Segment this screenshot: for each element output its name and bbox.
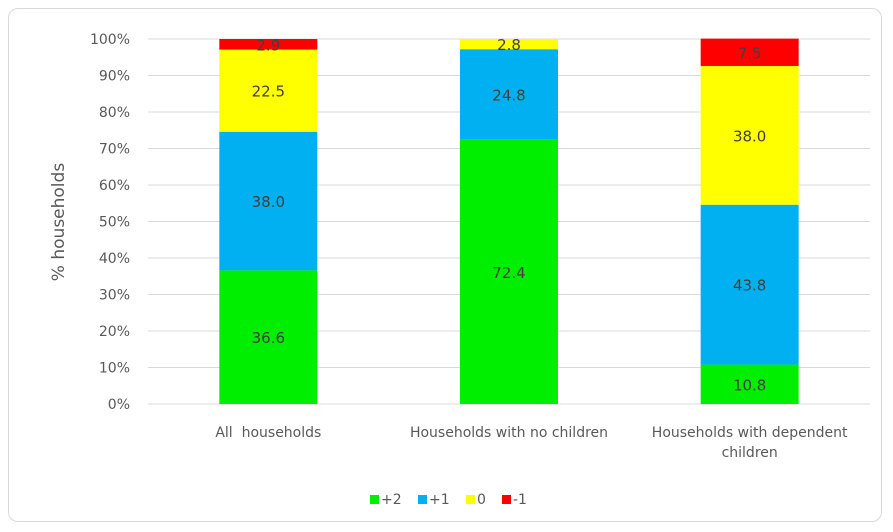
- x-axis-categories: All households Households with no childre…: [215, 425, 848, 461]
- bar-segment: [700, 204, 799, 365]
- data-label: 72.4: [492, 264, 525, 282]
- data-label: 10.8: [733, 376, 766, 394]
- data-label: 43.8: [733, 277, 766, 295]
- y-tick-label: 0%: [108, 397, 130, 413]
- bar-segment: [460, 139, 558, 405]
- legend-label: -1: [513, 492, 527, 508]
- bar-segment: [700, 364, 799, 404]
- data-label: 36.6: [252, 329, 285, 347]
- category-label: Households with dependent: [652, 425, 848, 441]
- legend-label: +2: [381, 492, 402, 508]
- data-label: 22.5: [252, 83, 285, 101]
- bar-segment: [219, 49, 318, 132]
- data-label: 38.0: [733, 127, 766, 145]
- bar-segment: [219, 270, 318, 404]
- bar-segment: [460, 39, 558, 50]
- category-label: children: [722, 445, 778, 461]
- category-label: All households: [215, 425, 321, 441]
- legend-swatch: [502, 495, 511, 504]
- bars: 36.6 38.0 22.5 2.9 72.4 24.8 2.8 10.8 43.8 38.0 7.…: [219, 36, 799, 405]
- legend: +2 +1 0 -1: [370, 492, 527, 508]
- bar-segment: [700, 38, 799, 67]
- bar-segment: [460, 49, 558, 140]
- data-label: 24.8: [492, 86, 525, 104]
- data-label: 2.9: [256, 36, 280, 54]
- y-axis-title: % households: [49, 163, 69, 282]
- y-tick-label: 70%: [99, 142, 130, 158]
- data-label: 38.0: [252, 193, 285, 211]
- y-tick-label: 100%: [90, 32, 130, 48]
- legend-swatch: [466, 495, 475, 504]
- legend-swatch: [370, 495, 379, 504]
- data-label: 7.5: [738, 44, 762, 62]
- y-axis-ticks: 0% 10% 20% 30% 40% 50% 60% 70% 80% 90% 100%: [90, 32, 130, 413]
- category-label: Households with no children: [410, 425, 608, 441]
- bar-segment: [700, 66, 799, 205]
- y-tick-label: 20%: [99, 324, 130, 340]
- legend-label: 0: [477, 492, 486, 508]
- bar-segment: [219, 39, 318, 50]
- legend-swatch: [418, 495, 427, 504]
- legend-label: +1: [429, 492, 450, 508]
- y-tick-label: 10%: [99, 361, 130, 377]
- y-tick-label: 30%: [99, 288, 130, 304]
- y-tick-label: 90%: [99, 69, 130, 85]
- data-label: 2.8: [497, 36, 521, 54]
- bar-segment: [219, 131, 318, 271]
- y-tick-label: 40%: [99, 251, 130, 267]
- y-tick-label: 80%: [99, 105, 130, 121]
- y-tick-label: 50%: [99, 215, 130, 231]
- y-tick-label: 60%: [99, 178, 130, 194]
